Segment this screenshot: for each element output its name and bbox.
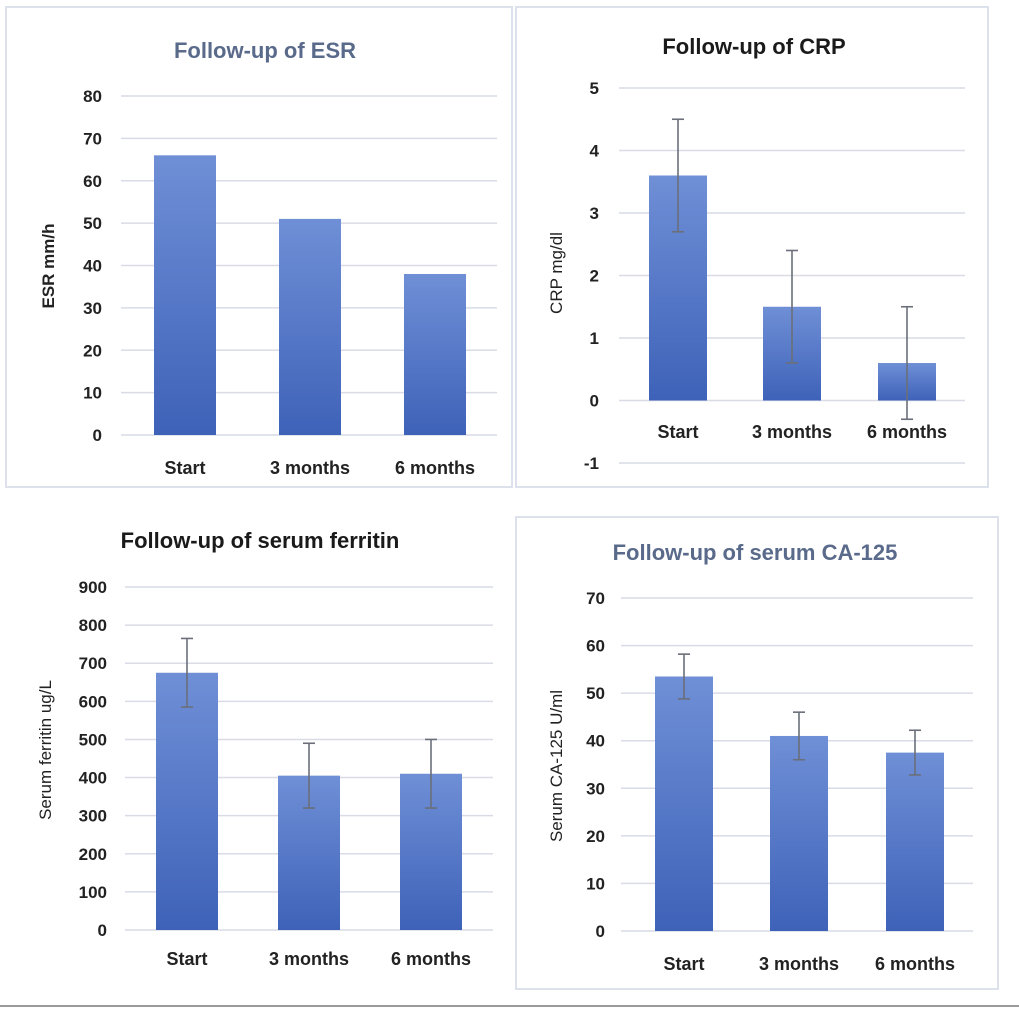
- y-tick-label: 3: [590, 204, 599, 223]
- bar-1: [154, 155, 216, 435]
- bar-1: [655, 676, 713, 931]
- y-tick-label: 400: [79, 769, 107, 788]
- y-tick-label: 300: [79, 807, 107, 826]
- error-bar-2: [303, 742, 315, 809]
- bar-1: [156, 672, 218, 930]
- y-tick-label: 20: [83, 341, 102, 360]
- bar-3: [886, 752, 944, 931]
- y-tick-label: 40: [586, 732, 605, 751]
- chart-title: Follow-up of serum ferritin: [121, 528, 400, 553]
- error-bar-1: [678, 653, 690, 700]
- x-category-label: 3 months: [759, 954, 839, 974]
- y-tick-label: 30: [586, 779, 605, 798]
- chart-svg-4: Follow-up of serum CA-125 0 10 20 30 40 50 60 70…: [547, 540, 973, 974]
- y-tick-label: 0: [590, 392, 599, 411]
- y-axis-label: Serum CA-125 U/ml: [547, 690, 566, 842]
- error-bar-3: [909, 729, 921, 776]
- x-category-label: Start: [663, 954, 704, 974]
- x-category-label: 6 months: [875, 954, 955, 974]
- y-tick-label: 5: [590, 79, 599, 98]
- y-tick-label: 80: [83, 87, 102, 106]
- y-tick-label: 0: [596, 922, 605, 941]
- y-tick-label: 10: [586, 874, 605, 893]
- y-tick-label: 800: [79, 616, 107, 635]
- y-tick-label: 0: [98, 921, 107, 940]
- x-category-label: 3 months: [269, 949, 349, 969]
- x-category-label: 6 months: [391, 949, 471, 969]
- chart-title: Follow-up of serum CA-125: [613, 540, 898, 565]
- bar-2: [279, 218, 341, 435]
- y-tick-label: 4: [590, 142, 600, 161]
- y-tick-label: 20: [586, 827, 605, 846]
- y-axis-label: Serum ferritin ug/L: [36, 680, 55, 820]
- error-bar-2: [786, 249, 798, 364]
- chart-svg-3: Follow-up of serum ferritin 0 100 200 300 400…: [36, 528, 493, 969]
- error-bar-1: [181, 637, 193, 708]
- y-tick-label: 900: [79, 578, 107, 597]
- x-category-label: 6 months: [867, 422, 947, 442]
- x-category-label: Start: [166, 949, 207, 969]
- y-tick-label: 60: [83, 172, 102, 191]
- y-tick-label: 0: [93, 426, 102, 445]
- x-category-label: Start: [164, 458, 205, 478]
- y-axis-label: CRP mg/dl: [547, 232, 566, 314]
- y-tick-label: 100: [79, 883, 107, 902]
- y-tick-label: 70: [83, 129, 102, 148]
- error-bar-2: [793, 711, 805, 761]
- bottom-rule: [0, 1005, 1019, 1007]
- y-tick-label: 40: [83, 257, 102, 276]
- y-tick-label: 50: [586, 684, 605, 703]
- chart-title: Follow-up of CRP: [662, 34, 845, 59]
- y-tick-label: 200: [79, 845, 107, 864]
- chart-panel-2: Follow-up of CRP -1 0 1 2 3 4 5 CRP mg/dl Start 3 …: [515, 6, 989, 488]
- bar-2: [770, 735, 828, 931]
- chart-svg-1: Follow-up of ESR 0 10 20 30 40 50 60 70 80 ESR mm/…: [39, 38, 497, 478]
- error-bar-3: [425, 738, 437, 809]
- y-tick-label: 700: [79, 654, 107, 673]
- x-category-label: Start: [657, 422, 698, 442]
- y-tick-label: 30: [83, 299, 102, 318]
- y-tick-label: 500: [79, 730, 107, 749]
- y-tick-label: -1: [584, 454, 599, 473]
- chart-panel-4: Follow-up of serum CA-125 0 10 20 30 40 50 60 70…: [515, 516, 999, 990]
- chart-svg-2: Follow-up of CRP -1 0 1 2 3 4 5 CRP mg/dl Start 3 …: [547, 34, 965, 473]
- chart-panel-1: Follow-up of ESR 0 10 20 30 40 50 60 70 80 ESR mm/…: [5, 6, 513, 488]
- y-tick-label: 50: [83, 214, 102, 233]
- y-tick-label: 10: [83, 384, 102, 403]
- error-bar-1: [672, 118, 684, 233]
- x-category-label: 3 months: [752, 422, 832, 442]
- y-tick-label: 600: [79, 692, 107, 711]
- x-category-label: 3 months: [270, 458, 350, 478]
- y-tick-label: 60: [586, 637, 605, 656]
- y-tick-label: 1: [590, 329, 599, 348]
- bar-3: [404, 273, 466, 435]
- y-tick-label: 70: [586, 589, 605, 608]
- chart-panel-3: Follow-up of serum ferritin 0 100 200 300 400…: [5, 510, 513, 1000]
- x-category-label: 6 months: [395, 458, 475, 478]
- y-axis-label: ESR mm/h: [39, 223, 58, 308]
- y-tick-label: 2: [590, 267, 599, 286]
- error-bar-3: [901, 305, 913, 421]
- chart-title: Follow-up of ESR: [174, 38, 356, 63]
